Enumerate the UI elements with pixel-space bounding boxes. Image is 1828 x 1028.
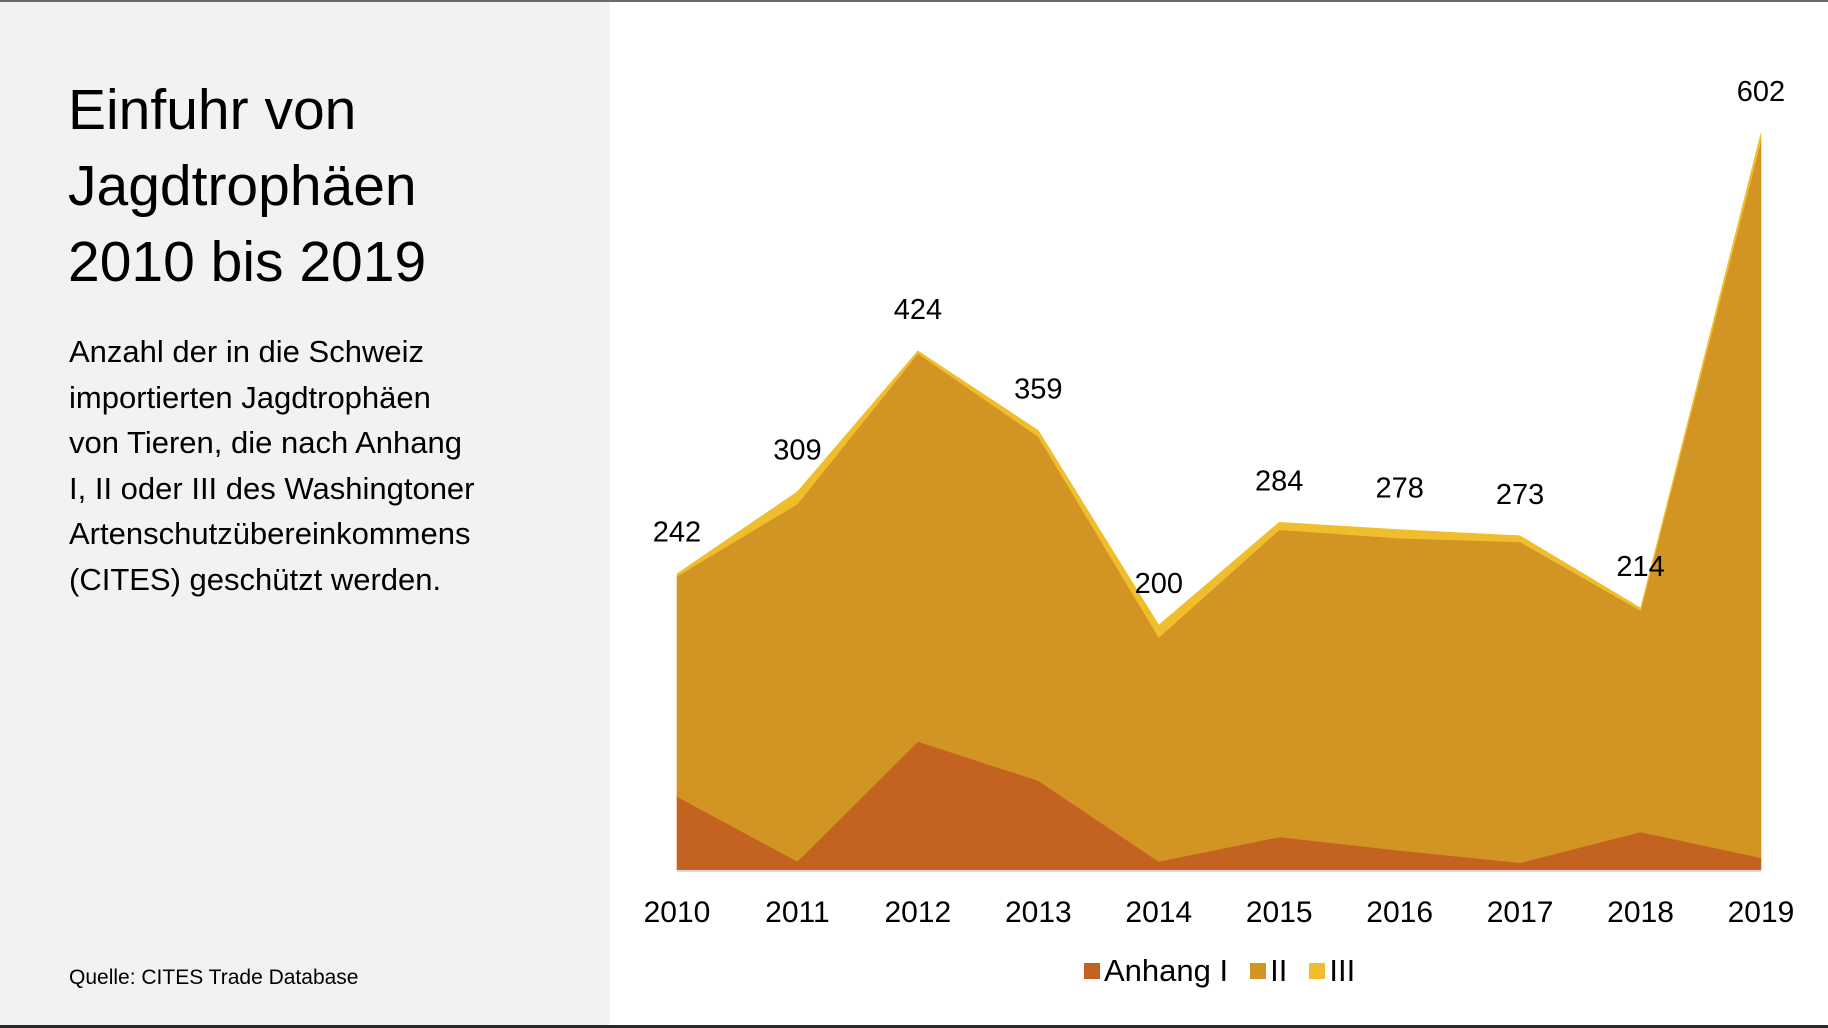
total-label-2014: 200 [1135, 568, 1183, 600]
legend-swatch-anhang-i [1084, 963, 1100, 979]
legend-swatch-ii [1250, 963, 1267, 979]
x-tick-label-2017: 2017 [1487, 896, 1554, 929]
total-label-2016: 278 [1375, 473, 1423, 505]
source-note: Quelle: CITES Trade Database [69, 966, 359, 989]
total-label-2010: 242 [653, 517, 701, 549]
x-tick-labels-group: 2010 2011 2012 2013 2014 2015 2016 2017 2018 2019 [644, 896, 1795, 929]
total-label-2013: 359 [1014, 373, 1062, 405]
chart-description: Anzahl der in die Schweiz importierten J… [69, 329, 599, 602]
x-tick-label-2011: 2011 [765, 896, 830, 929]
area-series-group [676, 132, 1762, 871]
legend-item-ii: II [1250, 953, 1287, 989]
legend-item-iii: III [1309, 953, 1355, 989]
x-tick-label-2015: 2015 [1246, 896, 1313, 929]
total-label-2011: 309 [773, 435, 821, 467]
legend-label: II [1270, 953, 1288, 988]
total-label-2019: 602 [1737, 76, 1785, 108]
area-series-iii [676, 132, 1762, 638]
total-label-2018: 214 [1616, 551, 1664, 583]
chart-title: Einfuhr von Jagdtrophäen 2010 bis 2019 [68, 72, 588, 300]
area-series-ii [676, 140, 1762, 864]
x-tick-label-2014: 2014 [1125, 896, 1192, 929]
x-tick-label-2016: 2016 [1366, 896, 1433, 929]
total-label-2017: 273 [1496, 479, 1544, 511]
x-tick-label-2012: 2012 [885, 896, 952, 929]
total-label-2012: 424 [894, 294, 942, 326]
x-tick-label-2018: 2018 [1607, 896, 1674, 929]
description-line: Artenschutzübereinkommens [69, 516, 471, 551]
x-tick-label-2010: 2010 [644, 896, 711, 929]
legend-swatch-iii [1309, 963, 1326, 979]
description-line: (CITES) geschützt werden. [69, 561, 442, 597]
description-line: importierten Jagdtrophäen [69, 379, 431, 415]
description-line: I, II oder III des Washingtoner [69, 470, 475, 506]
x-tick-label-2013: 2013 [1005, 896, 1072, 929]
legend-label: Anhang I [1104, 953, 1229, 988]
description-line: von Tieren, die nach Anhang [69, 425, 462, 460]
description-line: Anzahl der in die Schweiz [69, 334, 424, 369]
info-panel: Einfuhr von Jagdtrophäen 2010 bis 2019 A… [0, 2, 610, 1025]
chart-legend: Anhang I II III [1084, 953, 1377, 989]
top-rule [0, 0, 1828, 2]
legend-item-anhang-i: Anhang I [1084, 953, 1228, 989]
title-line: Einfuhr von [68, 78, 357, 142]
title-line: Jagdtrophäen [68, 154, 417, 218]
legend-label: III [1329, 953, 1356, 988]
bottom-rule [0, 1025, 1828, 1028]
total-label-2015: 284 [1255, 465, 1303, 497]
x-tick-label-2019: 2019 [1728, 896, 1795, 929]
title-line: 2010 bis 2019 [68, 230, 427, 294]
total-labels-group: 242 309 424 359 200 284 278 273 214 602 [653, 76, 1785, 600]
